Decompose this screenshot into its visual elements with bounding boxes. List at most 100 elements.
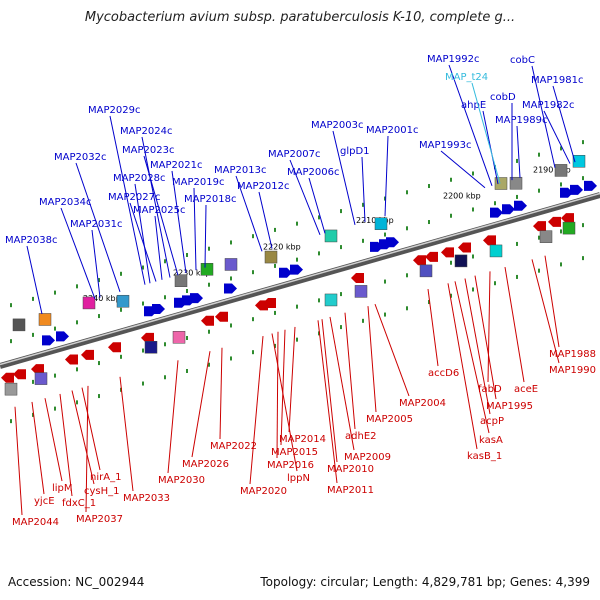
leader-line <box>280 329 286 446</box>
reverse-label-map1995: MAP1995 <box>474 275 533 412</box>
gene-label: cysH_1 <box>84 486 120 497</box>
track-dot <box>450 213 452 218</box>
reverse-label-acee: aceE <box>504 266 538 395</box>
gene-label: ahpE <box>461 100 486 111</box>
gene-label: MAP2006c <box>287 167 339 178</box>
trna-label-map-t24: MAP_t24 <box>445 72 501 184</box>
forward-label-map2013c: MAP2013c <box>214 165 266 252</box>
reverse-label-kasb-1: kasB_1 <box>447 283 502 462</box>
gene-label: aceE <box>514 384 538 395</box>
track-dot <box>252 270 254 275</box>
gene-block <box>116 294 130 308</box>
track-dot <box>406 306 408 311</box>
reverse-label-map2020: MAP2020 <box>240 336 287 497</box>
track-dot <box>516 194 518 199</box>
leader-line <box>321 319 338 463</box>
gene-label: MAP2037 <box>76 514 123 525</box>
track-dot <box>582 223 584 228</box>
reverse-label-kasa: kasA <box>454 281 503 446</box>
gene-label: MAP2038c <box>5 235 57 246</box>
inner-forward-track <box>10 176 584 344</box>
track-dot <box>538 152 540 157</box>
leader-line <box>119 376 134 492</box>
track-dot <box>560 262 562 267</box>
forward-label-map2034c: MAP2034c <box>39 197 96 300</box>
leader-line <box>317 320 338 484</box>
forward-label-map1981c: MAP1981c <box>531 75 583 163</box>
track-dot <box>472 287 474 292</box>
kbp-tick-label: 2190 kbp <box>533 166 571 175</box>
track-dot <box>538 235 540 240</box>
gene-label: MAP2034c <box>39 197 91 208</box>
gene-block <box>264 250 278 264</box>
gene-label: yjcE <box>34 496 55 507</box>
leader-line <box>14 406 23 516</box>
gene-label: MAP2033 <box>123 493 170 504</box>
gene-label: kasB_1 <box>467 451 502 462</box>
leader-line <box>85 385 89 513</box>
track-dot <box>274 263 276 268</box>
track-dot <box>32 296 34 301</box>
forward-gene-arrow <box>42 335 55 346</box>
track-dot <box>406 226 408 231</box>
reverse-gene-arrow <box>141 332 154 343</box>
reverse-label-fdxc-1: fdxC_1 <box>59 393 96 509</box>
forward-gene-arrow <box>560 187 573 198</box>
leader-line <box>219 347 223 440</box>
track-dot <box>76 320 78 325</box>
kbp-tick-label: 2240 kbp <box>83 294 121 303</box>
leader-line <box>75 162 121 292</box>
forward-label-map1993c: MAP1993c <box>419 140 486 189</box>
gene-labels: MAP2038c MAP2034c MAP2032c MAP2031c MAP2029c… <box>5 54 596 528</box>
track-dot <box>54 373 56 378</box>
reverse-gene-arrow <box>413 255 426 266</box>
reverse-label-map2011: MAP2011 <box>317 320 374 496</box>
track-dot <box>186 252 188 257</box>
track-dot <box>560 182 562 187</box>
track-dot <box>362 318 364 323</box>
forward-label-map1989c: MAP1989c <box>495 115 547 178</box>
forward-gene-arrow <box>224 283 237 294</box>
gene-label: lppN <box>287 473 310 484</box>
track-dot <box>120 271 122 276</box>
gene-label: MAP2022 <box>210 441 257 452</box>
gene-block <box>4 382 18 396</box>
genome-summary-text: Topology: circular; Length: 4,829,781 bp… <box>260 575 590 589</box>
leader-line <box>531 65 556 168</box>
track-dot <box>98 278 100 283</box>
gene-label: MAP2009 <box>344 452 391 463</box>
gene-label: MAP_t24 <box>445 72 488 83</box>
track-dot <box>340 292 342 297</box>
reverse-label-acpp: acpP <box>464 278 504 427</box>
forward-label-map1982c: MAP1982c <box>522 100 574 164</box>
leader-line <box>235 175 263 252</box>
gene-label: adhE2 <box>345 431 377 442</box>
track-dot <box>516 158 518 163</box>
track-dot <box>318 251 320 256</box>
gene-block <box>572 155 586 168</box>
leader-line <box>91 229 101 298</box>
track-dot <box>32 379 34 384</box>
track-dot <box>274 343 276 348</box>
gene-label: MAP2044 <box>12 517 59 528</box>
track-dot <box>274 310 276 315</box>
track-dot <box>318 215 320 220</box>
track-dot <box>252 350 254 355</box>
forward-label-map2018c: MAP2018c <box>184 194 236 268</box>
gene-label: MAP2007c <box>268 149 320 160</box>
gene-block <box>554 164 568 177</box>
leader-line <box>482 110 499 185</box>
reverse-label-map1990: MAP1990 <box>531 259 596 376</box>
track-dot <box>384 279 386 284</box>
forward-label-map2038c: MAP2038c <box>5 235 57 315</box>
reverse-label-map2033: MAP2033 <box>119 376 170 504</box>
forward-gene-arrow <box>279 267 292 278</box>
reverse-gene-arrow <box>31 364 44 375</box>
accession-text: Accession: NC_002944 <box>8 575 145 589</box>
gene-label: fdxC_1 <box>62 498 96 509</box>
leader-line <box>71 390 95 485</box>
gene-label: cobC <box>510 55 535 66</box>
reverse-label-map2037: MAP2037 <box>76 385 123 525</box>
track-dot <box>582 176 584 181</box>
gene-label: MAP2011 <box>327 485 374 496</box>
